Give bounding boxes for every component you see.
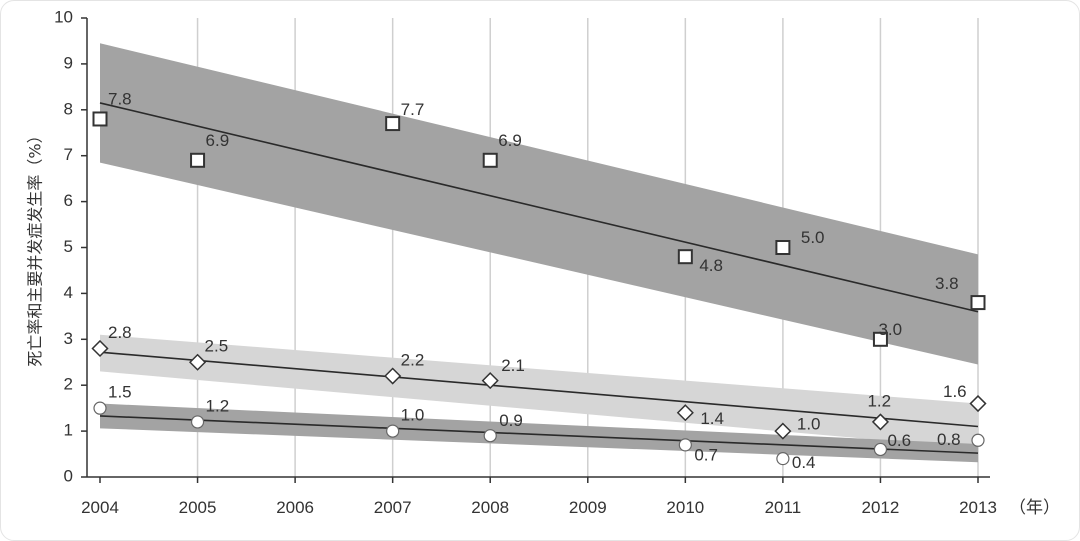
circle-marker <box>678 438 692 452</box>
x-tick-label: 2011 <box>765 498 802 517</box>
square-marker <box>190 152 206 168</box>
circle-marker <box>483 429 497 443</box>
data-label: 1.4 <box>700 409 724 428</box>
square-marker <box>775 240 791 255</box>
diamond-marker <box>188 353 207 371</box>
data-label: 1.6 <box>943 382 967 401</box>
data-label: 2.8 <box>108 323 132 342</box>
x-tick-label: 2006 <box>276 498 314 517</box>
square-marker <box>482 152 498 168</box>
y-tick-label: 4 <box>64 283 73 302</box>
x-tick-label: 2005 <box>179 498 217 517</box>
x-tick-label: 2004 <box>81 498 119 517</box>
data-labels: 7.8 6.9 7.7 6.9 4.8 5.0 3.0 3.8 2.8 2.5 2.2 2.1 1.4 1… <box>108 89 967 472</box>
square-marker <box>385 116 401 132</box>
data-markers <box>91 111 987 466</box>
data-label: 7.7 <box>401 100 425 119</box>
square-marker <box>970 295 986 311</box>
data-label: 1.0 <box>797 415 821 434</box>
y-ticks: 0 1 2 3 4 5 6 7 8 9 10 <box>54 7 87 485</box>
x-tick-label: 2012 <box>862 498 900 517</box>
circle-marker <box>971 433 985 447</box>
y-tick-label: 9 <box>64 53 73 72</box>
circle-marker <box>386 424 400 438</box>
data-label: 2.1 <box>501 356 525 375</box>
y-tick-label: 8 <box>64 99 73 118</box>
x-ticks: 2004 2005 2006 2007 2008 2009 2010 2011 2012 2013 <box>81 477 997 517</box>
trend-line <box>99 415 979 454</box>
data-label: 2.2 <box>401 351 425 370</box>
data-label: 2.5 <box>205 337 229 356</box>
x-tick-label: 2008 <box>471 498 509 517</box>
data-label: 3.0 <box>878 320 902 339</box>
data-label: 7.8 <box>108 89 132 108</box>
data-label: 1.2 <box>206 396 230 415</box>
data-label: 1.5 <box>108 383 132 402</box>
trend-lines <box>99 102 979 454</box>
diamond-marker <box>969 394 987 413</box>
confidence-band <box>100 334 978 449</box>
y-axis-label: 死亡率和主要并发症发生率（%） <box>26 127 45 366</box>
confidence-bands <box>100 43 978 463</box>
x-tick-label: 2007 <box>374 498 412 517</box>
diamond-marker <box>871 413 890 431</box>
y-tick-label: 2 <box>64 375 73 394</box>
data-label: 0.4 <box>792 453 816 472</box>
x-axis-unit: （年） <box>1009 498 1060 518</box>
y-tick-label: 1 <box>64 421 73 440</box>
confidence-band <box>100 43 978 365</box>
data-label: 1.0 <box>401 406 425 425</box>
x-tick-label: 2013 <box>959 498 997 517</box>
diamond-marker <box>676 404 694 422</box>
confidence-band <box>100 403 978 463</box>
square-marker <box>677 249 693 265</box>
trend-line <box>99 102 979 313</box>
data-label: 0.6 <box>887 431 911 450</box>
y-tick-label: 3 <box>64 329 73 348</box>
x-tick-label: 2009 <box>569 498 607 517</box>
y-tick-label: 0 <box>64 466 73 485</box>
data-label: 0.7 <box>694 445 718 464</box>
data-label: 1.2 <box>867 391 891 410</box>
data-label: 0.9 <box>499 411 523 430</box>
circle-marker <box>190 415 205 429</box>
x-tick-label: 2010 <box>666 498 704 517</box>
diamond-marker <box>384 367 402 385</box>
y-tick-label: 10 <box>54 7 73 26</box>
data-label: 6.9 <box>498 131 522 150</box>
circle-marker <box>776 452 790 466</box>
square-marker <box>872 331 888 347</box>
diamond-marker <box>481 372 499 390</box>
circle-marker <box>93 401 107 415</box>
y-tick-label: 6 <box>64 191 73 210</box>
y-tick-label: 7 <box>64 145 73 164</box>
data-label: 5.0 <box>801 228 825 247</box>
y-tick-label: 5 <box>64 237 73 256</box>
data-label: 0.8 <box>937 430 961 449</box>
trend-line <box>99 351 979 428</box>
diamond-marker <box>91 339 109 358</box>
data-label: 4.8 <box>699 256 723 275</box>
data-label: 6.9 <box>206 131 230 150</box>
square-marker <box>92 111 108 127</box>
circle-marker <box>873 442 888 457</box>
data-label: 3.8 <box>935 274 959 293</box>
diamond-marker <box>774 422 792 440</box>
